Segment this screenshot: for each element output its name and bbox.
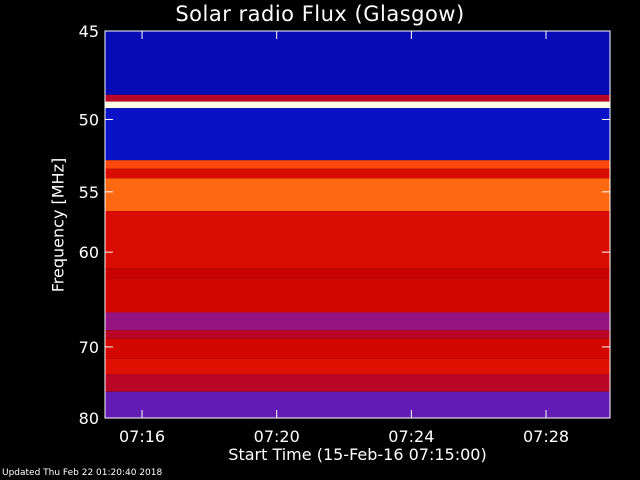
intensity-band — [105, 358, 610, 374]
x-tick-label: 07:28 — [523, 427, 569, 446]
intensity-band — [105, 31, 610, 95]
intensity-band — [105, 373, 610, 392]
intensity-band — [105, 211, 610, 269]
y-tick-label: 80 — [79, 409, 99, 428]
intensity-band — [105, 108, 610, 161]
y-tick-label: 60 — [79, 243, 99, 262]
spectrogram-bands — [105, 31, 610, 418]
intensity-band — [105, 168, 610, 179]
intensity-band — [105, 94, 610, 102]
intensity-band — [105, 330, 610, 339]
y-tick-label: 55 — [79, 183, 99, 202]
intensity-band — [105, 391, 610, 418]
plot-frame — [104, 30, 611, 419]
intensity-band — [105, 338, 610, 359]
x-tick-label: 07:20 — [254, 427, 300, 446]
intensity-band — [105, 178, 610, 212]
y-tick-label: 50 — [79, 110, 99, 129]
intensity-band — [105, 312, 610, 331]
x-tick-label: 07:16 — [119, 427, 165, 446]
intensity-band — [105, 160, 610, 169]
y-tick-label: 70 — [79, 338, 99, 357]
x-tick-label: 07:24 — [388, 427, 434, 446]
chart-title: Solar radio Flux (Glasgow) — [175, 2, 465, 26]
intensity-band — [105, 268, 610, 279]
intensity-band — [105, 278, 610, 313]
x-axis-label: Start Time (15-Feb-16 07:15:00) — [228, 445, 487, 464]
update-timestamp: Updated Thu Feb 22 01:20:40 2018 — [2, 468, 163, 478]
axes: 45 50 55 60 70 80 07:16 07:20 07:24 07:28 — [79, 22, 611, 446]
y-tick-label: 45 — [79, 22, 99, 41]
intensity-band — [105, 101, 610, 109]
